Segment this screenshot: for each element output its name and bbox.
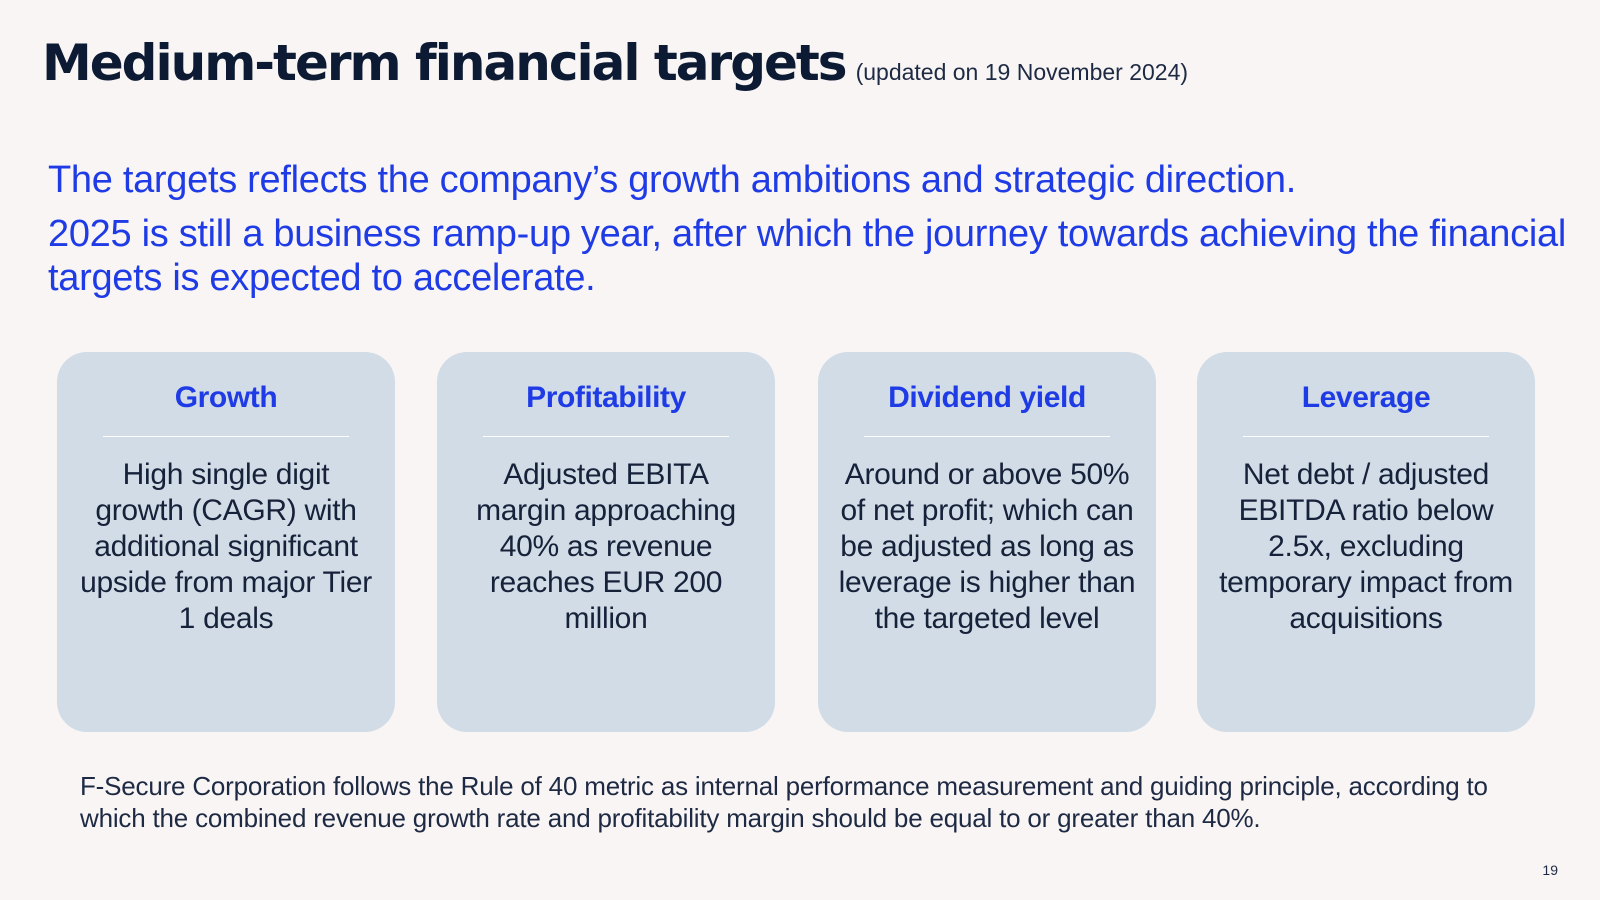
footnote: F-Secure Corporation follows the Rule of…: [80, 771, 1488, 833]
card-divider: [1243, 436, 1489, 437]
card-body: High single digit growth (CAGR) with add…: [80, 458, 372, 635]
card-profitability: Profitability Adjusted EBITA margin appr…: [437, 352, 775, 732]
card-divider: [483, 436, 729, 437]
card-body: Net debt / adjusted EBITDA ratio below 2…: [1219, 458, 1513, 635]
page-title: Medium-term financial targets: [42, 34, 848, 92]
card-divider: [103, 436, 349, 437]
card-leverage: Leverage Net debt / adjusted EBITDA rati…: [1197, 352, 1535, 732]
targets-cards: Growth High single digit growth (CAGR) w…: [57, 352, 1535, 732]
card-body: Adjusted EBITA margin approaching 40% as…: [476, 458, 736, 635]
intro-line-2: 2025 is still a business ramp-up year, a…: [48, 213, 1566, 299]
card-title: Dividend yield: [888, 381, 1086, 414]
card-dividend-yield: Dividend yield Around or above 50% of ne…: [818, 352, 1156, 732]
intro-text: The targets reflects the company’s growt…: [48, 158, 1568, 300]
card-title: Leverage: [1301, 381, 1431, 414]
card-title: Profitability: [526, 381, 686, 414]
intro-line-1: The targets reflects the company’s growt…: [48, 159, 1297, 201]
card-growth: Growth High single digit growth (CAGR) w…: [57, 352, 395, 732]
page-number: 19: [1542, 862, 1558, 878]
card-title: Growth: [174, 381, 278, 414]
card-body: Around or above 50% of net profit; which…: [838, 458, 1136, 635]
title-row: Medium-term financial targets (updated o…: [42, 34, 1188, 92]
page-subtitle: (updated on 19 November 2024): [855, 59, 1189, 85]
card-divider: [864, 436, 1110, 437]
